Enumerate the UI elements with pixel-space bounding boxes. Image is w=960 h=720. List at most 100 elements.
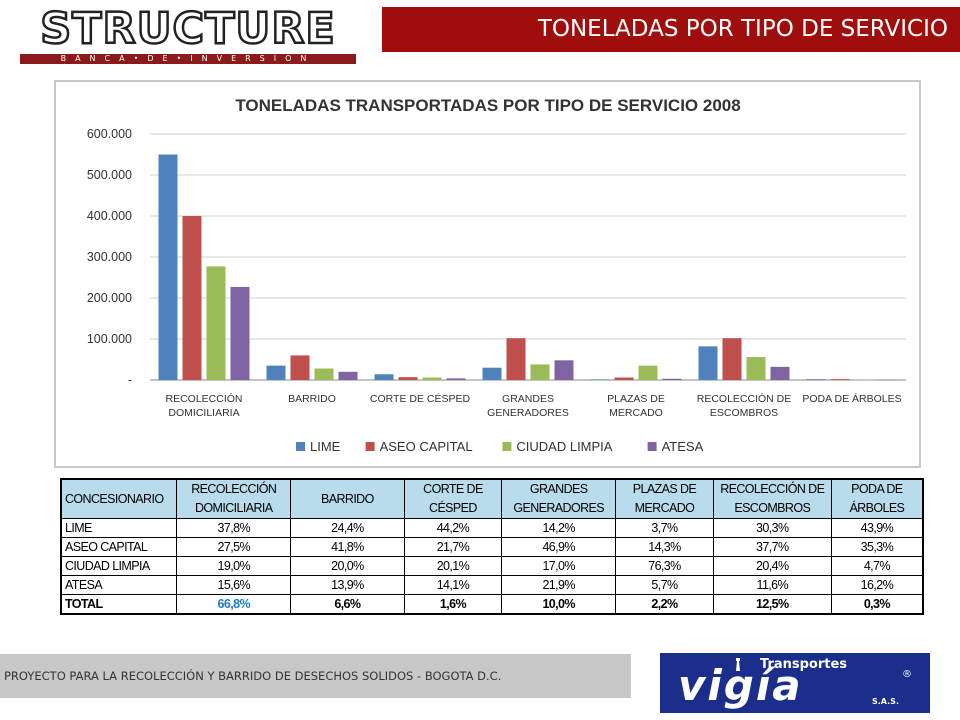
- header-line: ESCOMBROS: [734, 501, 811, 515]
- page-title: TONELADAS POR TIPO DE SERVICIO: [537, 16, 948, 42]
- total-cell: 0,3%: [830, 594, 924, 615]
- y-tick-label: 400.000: [87, 209, 132, 223]
- bar: [290, 355, 310, 380]
- table-header-cell: GRANDES GENERADORES: [501, 478, 617, 519]
- x-tick-label: GRANDES: [502, 393, 554, 405]
- table-header-cell: PODA DE ÁRBOLES: [830, 478, 924, 519]
- legend-label: ASEO CAPITAL: [380, 439, 473, 454]
- header-line: CORTE DE: [423, 482, 483, 496]
- table-cell: 19,0%: [176, 556, 292, 576]
- table-cell: 43,9%: [830, 518, 924, 538]
- table-row: ATESA 15,6% 13,9% 14,1% 21,9% 5,7% 11,6% 16,2%: [60, 575, 924, 595]
- table-cell: 13,9%: [290, 575, 405, 595]
- bar: [770, 366, 790, 380]
- bar: [338, 371, 358, 380]
- table-cell: 4,7%: [830, 556, 924, 576]
- bar: [230, 286, 250, 380]
- table-cell: 35,3%: [830, 537, 924, 557]
- table-header-cell: BARRIDO: [290, 478, 405, 519]
- header-line: GENERADORES: [513, 501, 604, 515]
- legend-label: ATESA: [662, 439, 704, 454]
- table-header-cell: RECOLECCIÓN DOMICILIARIA: [176, 478, 292, 519]
- table-cell: 20,1%: [403, 556, 503, 576]
- bar: [314, 368, 334, 380]
- table-cell: 14,1%: [403, 575, 503, 595]
- header-line: PLAZAS DE: [632, 482, 697, 496]
- total-cell: 2,2%: [615, 594, 714, 615]
- bar: [482, 367, 502, 380]
- bar: [662, 378, 682, 380]
- table-cell: 27,5%: [176, 537, 292, 557]
- table-cell: 24,4%: [290, 518, 405, 538]
- brand-registered: ®: [902, 669, 912, 680]
- y-tick-label: 100.000: [87, 332, 132, 346]
- logo-name: STRUCTURE: [39, 4, 336, 54]
- header-line: CÉSPED: [429, 501, 477, 515]
- table-row: LIME 37,8% 24,4% 44,2% 14,2% 3,7% 30,3% 43,9%: [60, 518, 924, 538]
- table-row: CIUDAD LIMPIA 19,0% 20,0% 20,1% 17,0% 76,3% 20…: [60, 556, 924, 576]
- total-cell: 6,6%: [290, 594, 405, 615]
- x-tick-label: PLAZAS DE: [607, 393, 665, 405]
- table-cell: 3,7%: [615, 518, 714, 538]
- table-cell: 20,4%: [712, 556, 832, 576]
- bar: [398, 377, 418, 380]
- header-line: RECOLECCIÓN DE: [720, 482, 825, 496]
- chart-container: TONELADAS TRANSPORTADAS POR TIPO DE SERV…: [54, 80, 921, 468]
- table-cell: 17,0%: [501, 556, 617, 576]
- bar: [638, 365, 658, 380]
- vigia-logo: Transportes vigía ® S.A.S.: [660, 653, 930, 713]
- bar: [878, 379, 898, 381]
- bar: [506, 338, 526, 380]
- table-cell: 76,3%: [615, 556, 714, 576]
- y-tick-label: 200.000: [87, 291, 132, 305]
- brand-name: vigía: [678, 661, 803, 710]
- header-line: GRANDES: [529, 482, 588, 496]
- bar: [746, 357, 766, 380]
- percentage-table: CONCESIONARIO RECOLECCIÓN DOMICILIARIA BARR…: [60, 478, 924, 615]
- y-tick-label: 500.000: [87, 168, 132, 182]
- header-line: RECOLECCIÓN: [191, 482, 277, 496]
- total-cell: 66,8%: [176, 594, 292, 615]
- table-cell: 41,8%: [290, 537, 405, 557]
- legend-label: LIME: [310, 439, 341, 454]
- footer-text: PROYECTO PARA LA RECOLECCIÓN Y BARRIDO D…: [4, 669, 502, 683]
- table-cell: 5,7%: [615, 575, 714, 595]
- table-cell: 44,2%: [403, 518, 503, 538]
- bar: [158, 154, 178, 380]
- table-row: ASEO CAPITAL 27,5% 41,8% 21,7% 46,9% 14,3% 37,…: [60, 537, 924, 557]
- x-tick-label: MERCADO: [609, 407, 663, 419]
- bar: [374, 374, 394, 380]
- bar: [806, 379, 826, 380]
- x-tick-label: ESCOMBROS: [710, 407, 778, 419]
- bar: [698, 346, 718, 380]
- bar-chart: TONELADAS TRANSPORTADAS POR TIPO DE SERV…: [87, 96, 906, 454]
- row-label: ATESA: [60, 575, 178, 595]
- header-line: BARRIDO: [320, 491, 374, 506]
- bar: [614, 377, 634, 380]
- table-header-cell: CONCESIONARIO: [60, 478, 178, 519]
- total-cell: 1,6%: [403, 594, 503, 615]
- table-cell: 37,7%: [712, 537, 832, 557]
- legend-swatch: [647, 442, 657, 451]
- x-tick-label: BARRIDO: [288, 393, 336, 405]
- x-tick-label: CORTE DE CÉSPED: [370, 392, 471, 405]
- brand-top: Transportes: [760, 657, 848, 672]
- logo-tagline: BANCA•DE•INVERSION: [20, 54, 356, 64]
- brand-suffix: S.A.S.: [872, 697, 899, 706]
- table-cell: 37,8%: [176, 518, 292, 538]
- total-label: TOTAL: [60, 594, 178, 615]
- row-label: LIME: [60, 518, 178, 538]
- table-header-cell: CORTE DE CÉSPED: [403, 478, 503, 519]
- bar: [854, 379, 874, 381]
- chart-title: TONELADAS TRANSPORTADAS POR TIPO DE SERV…: [235, 96, 740, 115]
- table-cell: 21,7%: [403, 537, 503, 557]
- table-cell: 20,0%: [290, 556, 405, 576]
- bar: [554, 360, 574, 380]
- bar: [206, 266, 226, 380]
- x-tick-label: DOMICILIARIA: [168, 407, 239, 419]
- bar: [446, 378, 466, 380]
- bar: [830, 379, 850, 380]
- table-cell: 21,9%: [501, 575, 617, 595]
- table-cell: 46,9%: [501, 537, 617, 557]
- lighthouse-icon: [736, 658, 740, 671]
